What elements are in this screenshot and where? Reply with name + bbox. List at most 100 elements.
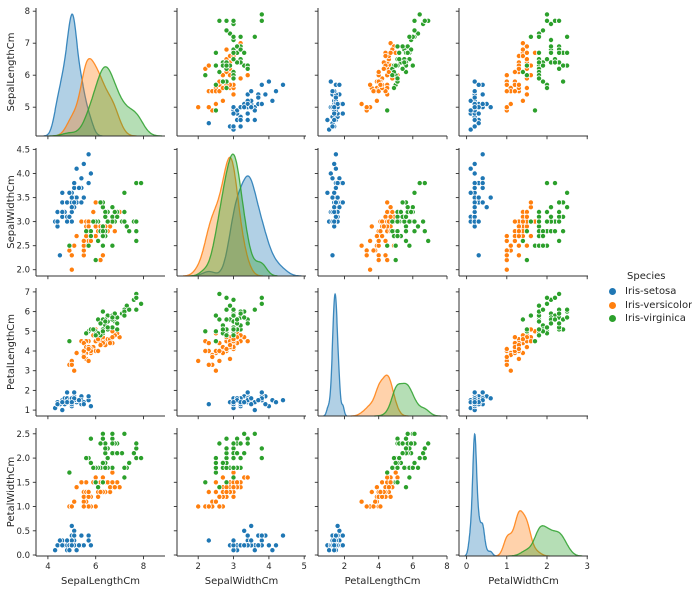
data-point	[223, 316, 230, 323]
data-point	[219, 97, 226, 104]
data-point	[370, 247, 377, 254]
x-tick-label: 4	[266, 562, 271, 572]
data-point	[97, 342, 104, 349]
data-point	[536, 218, 543, 225]
data-point	[121, 474, 128, 481]
data-point	[265, 542, 272, 549]
data-point	[536, 302, 543, 309]
data-point	[230, 123, 237, 130]
data-point	[133, 445, 140, 452]
scatter-points-Iris-virginica	[384, 11, 432, 114]
data-point	[237, 33, 244, 40]
data-point	[479, 199, 486, 206]
data-point	[76, 542, 83, 549]
data-point	[367, 81, 374, 88]
data-point	[90, 326, 97, 333]
data-point	[532, 338, 539, 345]
y-tick-label: 0.0	[16, 551, 30, 561]
data-point	[556, 218, 563, 225]
data-point	[230, 455, 237, 462]
data-point	[234, 316, 241, 323]
scatter-points-Iris-versicolor	[358, 40, 401, 114]
data-point	[99, 308, 106, 315]
data-point	[363, 503, 370, 510]
data-point	[527, 33, 534, 40]
data-point	[536, 326, 543, 333]
data-point	[195, 503, 202, 510]
data-point	[212, 101, 219, 108]
data-point	[425, 237, 432, 244]
data-point	[73, 547, 80, 554]
scatter-points-Iris-setosa	[205, 78, 286, 133]
data-point	[515, 345, 522, 352]
data-point	[556, 290, 563, 297]
data-point	[109, 242, 116, 249]
legend-label-setosa: Iris-setosa	[625, 286, 677, 298]
data-point	[73, 349, 80, 356]
data-point	[519, 218, 526, 225]
data-point	[396, 49, 403, 56]
data-point	[339, 542, 346, 549]
scatter-points-Iris-setosa	[52, 151, 94, 259]
data-point	[370, 503, 377, 510]
data-point	[402, 435, 409, 442]
cell-SepalLengthCm-vs-SepalWidthCm	[173, 8, 306, 140]
data-point	[527, 233, 534, 240]
kde-curve-Iris-virginica	[507, 525, 583, 557]
kde-curve-Iris-versicolor	[350, 374, 409, 417]
scatter-points-Iris-virginica	[202, 290, 265, 345]
data-point	[64, 537, 71, 544]
data-point	[394, 75, 401, 82]
data-point	[237, 123, 244, 130]
data-point	[248, 537, 255, 544]
x-tick-label: 6	[93, 562, 98, 572]
data-point	[66, 213, 73, 220]
data-point	[421, 180, 428, 187]
data-point	[564, 49, 571, 56]
data-point	[515, 81, 522, 88]
data-point	[329, 175, 336, 182]
scatter-points-Iris-setosa	[324, 78, 346, 133]
data-point	[255, 397, 262, 404]
scatter-points-Iris-virginica	[519, 180, 571, 264]
kde-curve-Iris-virginica	[374, 382, 442, 417]
cell-PetalLengthCm-vs-PetalWidthCm	[455, 288, 588, 420]
data-point	[377, 228, 384, 235]
data-point	[126, 306, 133, 313]
data-point	[109, 440, 116, 447]
data-point	[99, 479, 106, 486]
data-point	[223, 479, 230, 486]
data-point	[523, 85, 530, 92]
data-point	[121, 189, 128, 196]
scatter-points-Iris-versicolor	[503, 326, 543, 374]
data-point	[244, 65, 251, 72]
data-point	[375, 257, 382, 264]
data-point	[219, 326, 226, 333]
data-point	[544, 17, 551, 24]
data-point	[329, 194, 336, 201]
data-point	[230, 537, 237, 544]
data-point	[102, 445, 109, 452]
data-point	[402, 445, 409, 452]
data-point	[363, 252, 370, 259]
data-point	[205, 401, 212, 408]
data-point	[78, 175, 85, 182]
data-point	[71, 532, 78, 539]
data-point	[487, 395, 494, 402]
data-point	[331, 218, 338, 225]
data-point	[377, 488, 384, 495]
data-point	[78, 532, 85, 539]
scatter-points-Iris-versicolor	[503, 40, 543, 114]
data-point	[331, 117, 338, 124]
data-point	[99, 459, 106, 466]
data-point	[560, 228, 567, 235]
data-point	[564, 189, 571, 196]
data-point	[133, 306, 140, 313]
scatter-points-Iris-setosa	[324, 522, 346, 554]
data-point	[515, 65, 522, 72]
legend-marker-setosa-icon	[609, 288, 616, 296]
x-tick-label: 0	[464, 562, 469, 572]
data-point	[511, 218, 518, 225]
data-point	[223, 464, 230, 471]
